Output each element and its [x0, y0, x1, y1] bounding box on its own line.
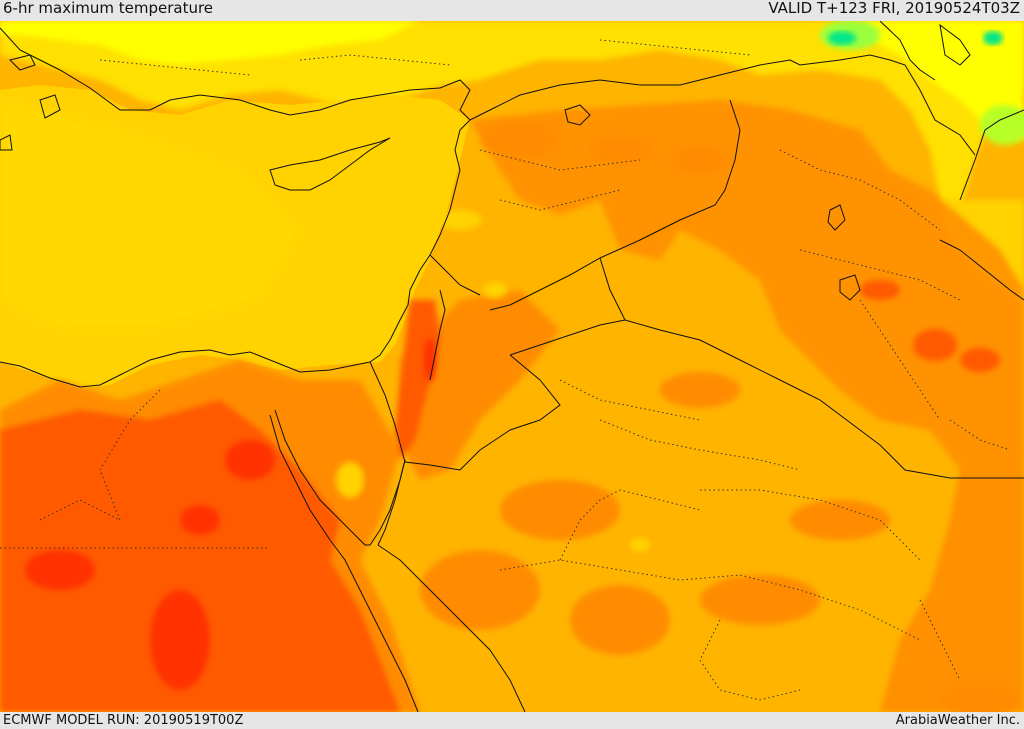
map-title: 6-hr maximum temperature — [3, 0, 214, 17]
temperature-field-bright-yellow — [0, 21, 420, 65]
valid-time-label: VALID T+123 FRI, 20190524T03Z — [768, 0, 1020, 17]
temperature-field-bright-yellow-ne — [860, 21, 1024, 140]
model-run-label: ECMWF MODEL RUN: 20190519T00Z — [3, 713, 244, 728]
footer-bar: ECMWF MODEL RUN: 20190519T00Z ArabiaWeat… — [0, 712, 1024, 729]
temperature-map[interactable] — [0, 21, 1024, 712]
map-canvas — [0, 21, 1024, 712]
credit-label: ArabiaWeather Inc. — [895, 713, 1020, 728]
coastlines — [0, 21, 1024, 712]
temperature-field-cold-green — [828, 31, 856, 45]
temperature-field-cold-green-2 — [983, 31, 1003, 45]
admin-boundaries — [0, 39, 1011, 701]
header-bar: 6-hr maximum temperature VALID T+123 FRI… — [0, 0, 1024, 21]
temperature-field-extreme — [25, 338, 436, 690]
temperature-field-sea-light — [0, 100, 300, 330]
country-borders — [369, 54, 1024, 479]
temperature-field-yellow-north — [0, 21, 1024, 300]
temperature-field-mild-patches — [336, 210, 650, 552]
